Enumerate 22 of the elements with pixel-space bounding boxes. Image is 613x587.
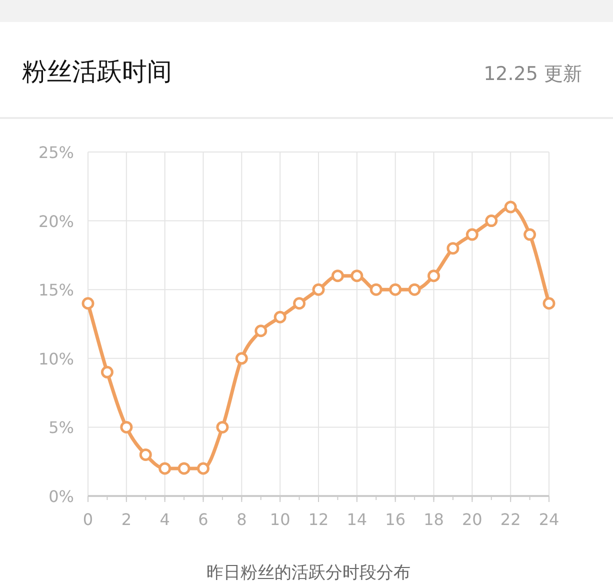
y-tick-label: 20% xyxy=(38,212,74,231)
y-tick-label: 0% xyxy=(48,487,74,506)
x-tick-label: 8 xyxy=(236,510,247,529)
x-tick-label: 24 xyxy=(538,510,560,529)
x-tick-label: 16 xyxy=(385,510,406,529)
x-tick-label: 6 xyxy=(198,510,208,529)
x-tick-label: 20 xyxy=(462,510,482,529)
y-tick-label: 15% xyxy=(38,280,74,300)
y-tick-label: 5% xyxy=(48,418,74,438)
x-tick-label: 18 xyxy=(424,510,444,529)
xlabel: 昨日粉丝的活跃分时段分布 xyxy=(206,563,410,583)
x-tick-label: 12 xyxy=(308,510,329,529)
x-tick-label: 2 xyxy=(121,510,132,529)
x-tick-label: 14 xyxy=(346,510,368,529)
x-tick-label: 22 xyxy=(500,510,521,529)
y-tick-label: 10% xyxy=(38,349,74,368)
x-tick-label: 4 xyxy=(160,510,170,529)
x-tick-label: 0 xyxy=(82,510,94,529)
x-tick-label: 10 xyxy=(270,510,290,529)
subtitle: 12.25 更新 xyxy=(484,63,582,85)
y-tick-label: 25% xyxy=(38,143,74,162)
title: 粉丝活跃时间 xyxy=(22,57,172,86)
